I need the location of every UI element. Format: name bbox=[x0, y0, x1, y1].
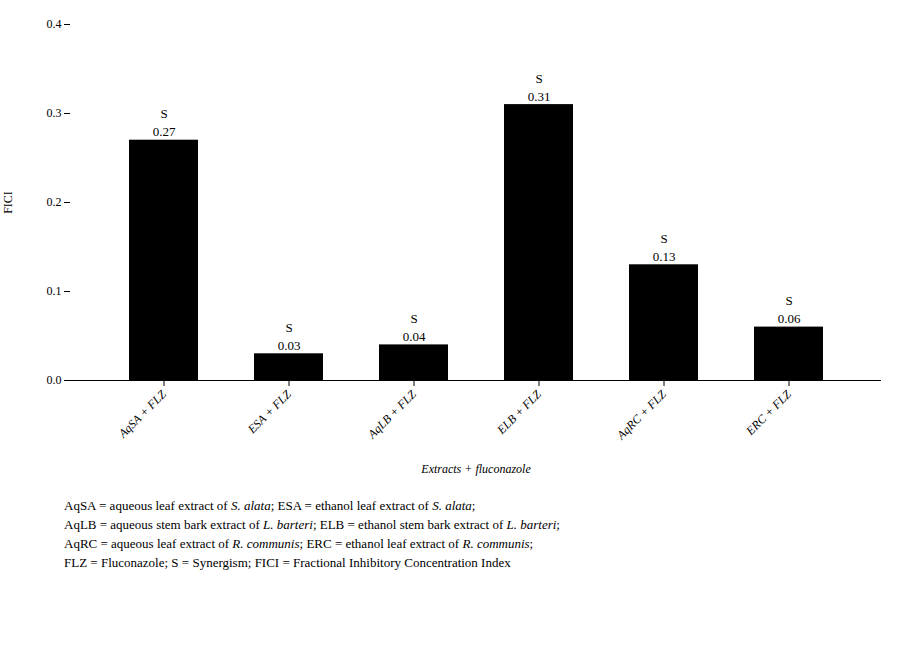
html-text:AqLB = aqueous stem bark extra: AqLB = aqueous stem bark extract of L. b… bbox=[64, 517, 560, 532]
svg-text:S: S bbox=[285, 320, 292, 335]
svg-text:0.0: 0.0 bbox=[47, 373, 62, 387]
svg-text:S: S bbox=[160, 106, 167, 121]
svg-text:S: S bbox=[785, 293, 792, 308]
html-text:FLZ = Fluconazole; S = Synergi: FLZ = Fluconazole; S = Synergism; FICI =… bbox=[64, 555, 511, 570]
svg-text:0.06: 0.06 bbox=[778, 311, 801, 326]
svg-text:AqRC + FLZ: AqRC + FLZ bbox=[613, 387, 669, 443]
html-text:AqSA = aqueous leaf extract of: AqSA = aqueous leaf extract of S. alata;… bbox=[64, 498, 476, 513]
svg-text:Extracts + fluconazole: Extracts + fluconazole bbox=[420, 462, 531, 476]
svg-text:ELB + FLZ: ELB + FLZ bbox=[494, 387, 545, 438]
svg-text:0.1: 0.1 bbox=[47, 284, 62, 298]
svg-text:ESA + FLZ: ESA + FLZ bbox=[244, 387, 294, 437]
svg-text:0.03: 0.03 bbox=[278, 338, 301, 353]
svg-text:AqLB + FLZ: AqLB + FLZ bbox=[364, 387, 419, 442]
svg-text:0.27: 0.27 bbox=[153, 124, 176, 139]
svg-text:0.3: 0.3 bbox=[47, 106, 62, 120]
svg-text:S: S bbox=[535, 71, 542, 86]
html-text:AqRC = aqueous leaf extract of: AqRC = aqueous leaf extract of R. commun… bbox=[64, 536, 534, 551]
svg-text:0.13: 0.13 bbox=[653, 249, 676, 264]
svg-text:FICI: FICI bbox=[1, 191, 15, 214]
svg-text:S: S bbox=[660, 231, 667, 246]
svg-text:AqSA + FLZ: AqSA + FLZ bbox=[115, 387, 169, 441]
svg-text:0.2: 0.2 bbox=[47, 195, 62, 209]
svg-text:ERC + FLZ: ERC + FLZ bbox=[743, 387, 794, 438]
svg-text:0.04: 0.04 bbox=[403, 329, 426, 344]
svg-text:0.31: 0.31 bbox=[528, 89, 551, 104]
svg-text:0.4: 0.4 bbox=[47, 17, 62, 31]
svg-text:S: S bbox=[410, 311, 417, 326]
